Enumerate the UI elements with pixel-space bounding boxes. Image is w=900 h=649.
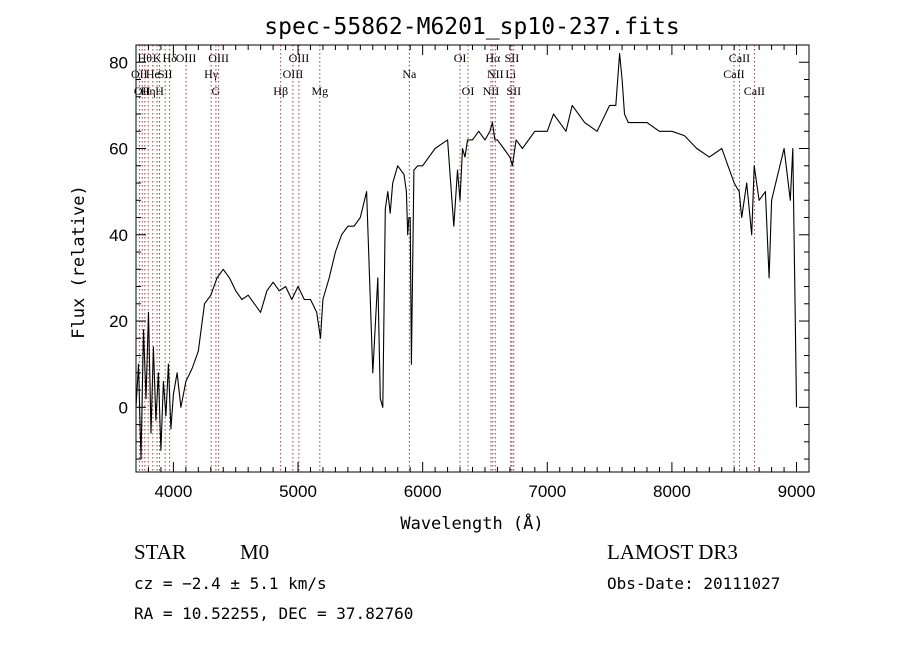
marker-label: CaII xyxy=(744,84,765,98)
marker-label: SII xyxy=(505,51,520,65)
survey-name: LAMOST DR3 xyxy=(607,540,738,564)
y-tick-label: 60 xyxy=(109,140,128,159)
x-tick-label: 5000 xyxy=(279,482,317,501)
spectrum-series xyxy=(135,53,798,460)
marker-label: CaII xyxy=(729,51,750,65)
marker-label: NII xyxy=(483,84,500,98)
marker-label: Hβ xyxy=(273,84,288,98)
x-tick-label: 8000 xyxy=(653,482,691,501)
y-tick-label: 80 xyxy=(109,53,128,72)
y-tick-label: 40 xyxy=(109,226,128,245)
marker-label: Na xyxy=(402,67,417,81)
axes: 4000 5000 6000 7000 8000 9000 0 20 40 60 80 xyxy=(109,44,816,501)
plot-frame xyxy=(135,44,810,473)
marker-label: K xyxy=(153,51,162,65)
line-markers: OIIOIIHθHηHeKHSIIHδOIIIHγGOIIIHβOIIIOIII… xyxy=(131,45,765,472)
marker-label: H xyxy=(155,84,164,98)
chart-title: spec-55862-M6201_sp10-237.fits xyxy=(264,14,679,40)
x-tick-label: 7000 xyxy=(528,482,566,501)
marker-label: He xyxy=(146,67,160,81)
marker-label: OIII xyxy=(289,51,310,65)
marker-label: Hθ xyxy=(138,51,153,65)
object-subclass: M0 xyxy=(240,540,269,564)
x-axis-label: Wavelength (Å) xyxy=(400,512,543,534)
marker-label: OI xyxy=(454,51,467,65)
redshift-value: cz = −2.4 ± 5.1 km/s xyxy=(134,574,327,593)
marker-label: G xyxy=(212,84,221,98)
y-tick-label: 20 xyxy=(109,312,128,331)
y-axis-label: Flux (relative) xyxy=(69,185,89,339)
marker-label: SII xyxy=(158,67,173,81)
x-tick-label: 4000 xyxy=(154,482,192,501)
obs-date: Obs-Date: 20111027 xyxy=(607,574,780,593)
marker-label: Hγ xyxy=(204,67,219,81)
x-tick-label: 6000 xyxy=(404,482,442,501)
marker-label: OII xyxy=(131,67,148,81)
marker-label: NII xyxy=(487,67,504,81)
marker-label: Hη xyxy=(141,84,156,98)
marker-label: OIII xyxy=(283,67,304,81)
spectrum-line xyxy=(135,53,798,460)
marker-label: CaII xyxy=(723,67,744,81)
marker-label: Li xyxy=(505,67,516,81)
marker-label: Hα xyxy=(485,51,501,65)
object-class: STAR xyxy=(134,540,186,564)
marker-label: SII xyxy=(506,84,521,98)
x-tick-label: 9000 xyxy=(778,482,816,501)
marker-label: OIII xyxy=(208,51,229,65)
coordinates: RA = 10.52255, DEC = 37.82760 xyxy=(134,604,413,623)
marker-label: OII xyxy=(134,84,151,98)
marker-label: OI xyxy=(462,84,475,98)
marker-label: Mg xyxy=(311,84,328,98)
y-tick-label: 0 xyxy=(119,398,128,417)
marker-label: OIII xyxy=(176,51,197,65)
